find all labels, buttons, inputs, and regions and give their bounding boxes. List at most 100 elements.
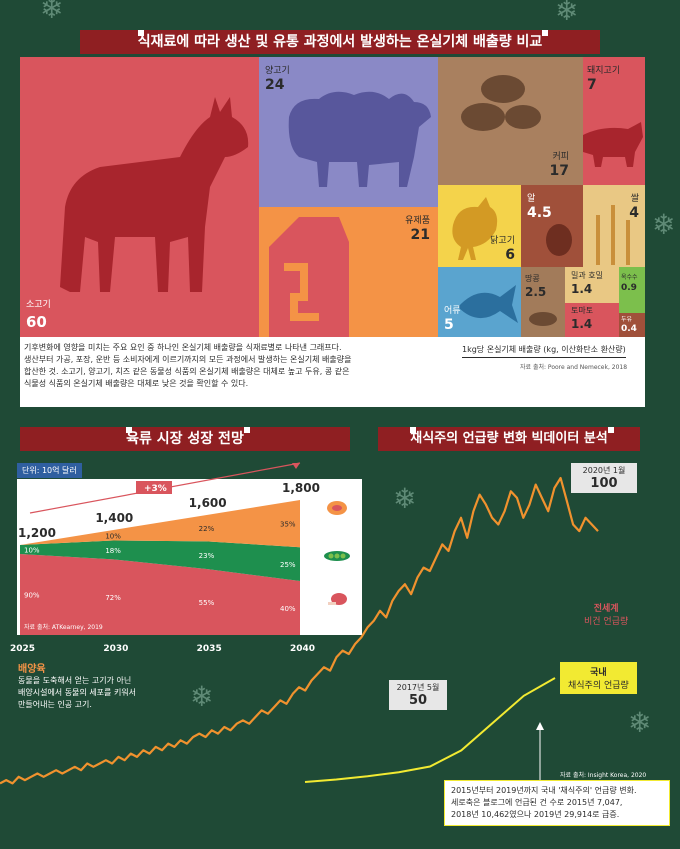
global-vegan-line — [0, 476, 599, 785]
unit-note: 1kg당 온실기체 배출량 (kg, 이산화탄소 환산량) — [462, 344, 626, 358]
dip-label: 2017년 5월 — [396, 683, 440, 692]
x-tick-label: 2025 — [10, 644, 35, 654]
tile-value-peanut: 2.5 — [525, 285, 547, 299]
dip-value: 50 — [408, 693, 428, 708]
tile-value-pork: 7 — [587, 77, 597, 93]
description-line: 합산한 것. 소고기, 양고기, 치즈 같은 동물성 식품의 온실기체 배출량은… — [24, 367, 350, 376]
description-line: 생산부터 가공, 포장, 운반 등 소비자에게 이르기까지의 모든 과정에서 발… — [24, 355, 352, 364]
area-plant — [20, 540, 300, 581]
tile-corn: 옥수수 0.9 — [619, 267, 645, 313]
legend-item-cultured: 배양육 — [312, 500, 362, 531]
tile-value-dairy: 21 — [410, 227, 430, 243]
tile-label-beef: 소고기 — [26, 300, 51, 310]
global-label: 전세계 비건 언급량 — [584, 601, 628, 627]
mentions-line-chart — [0, 476, 599, 785]
snowflake-icon: ❄ — [190, 680, 214, 713]
snowflake-icon: ❄ — [652, 208, 676, 241]
section2-title: 육류 시장 성장 전망 — [20, 427, 350, 451]
peak-label: 2020년 1월 — [582, 466, 626, 475]
peapod-icon — [324, 551, 350, 561]
snowflake-icon: ❄ — [40, 0, 64, 25]
peak-value: 100 — [590, 476, 618, 491]
cow-icon — [60, 97, 249, 292]
tile-lamb: 양고기 24 — [259, 57, 438, 207]
area-pct-label: 22% — [199, 525, 215, 533]
legend-item-plant: 식물성 고기 — [308, 548, 366, 578]
area-pct-label: 23% — [199, 552, 215, 560]
total-label: 1,800 — [282, 481, 320, 495]
tile-label-wheat: 밀과 호밀 — [571, 271, 603, 280]
legend-item-conventional: 기존 육류 — [312, 592, 362, 623]
growth-label: +3% — [144, 484, 167, 494]
domestic-label-line2: 채식주의 언급량 — [568, 681, 629, 691]
tile-pork: 돼지고기 7 — [583, 57, 645, 185]
snowflake-icon: ❄ — [393, 482, 417, 515]
domestic-pointer-head — [536, 722, 544, 730]
tile-fish: 어류 5 — [438, 267, 521, 337]
legend-label: 식물성 고기 — [317, 568, 357, 577]
growth-arrowhead — [292, 463, 300, 469]
tile-value-fish: 5 — [444, 317, 454, 333]
snowflake-icon: ❄ — [555, 0, 579, 27]
chicken-icon — [452, 197, 498, 260]
section1-description: 기후변화에 영향을 미치는 주요 요인 중 하나인 온실기체 배출량을 식재료별… — [24, 342, 384, 390]
area-pct-label: 10% — [105, 532, 121, 540]
cultured-meat-note: 배양육 동물을 도축해서 얻는 고기가 아닌 배양시설에서 동물의 세포를 키워… — [18, 660, 218, 711]
source-note: 자료 출처: Insight Korea, 2020 — [560, 772, 647, 779]
peak-callout: 2020년 1월 100 — [571, 463, 637, 493]
snowflake-icon: ❄ — [628, 706, 652, 739]
tile-label-soymilk: 두유 — [621, 316, 633, 323]
section1-title: 식재료에 따라 생산 및 유통 과정에서 발생하는 온실기체 배출량 비교 — [80, 30, 600, 54]
tile-label-rice: 쌀 — [630, 194, 639, 204]
area-pct-label: 40% — [280, 605, 296, 613]
source-note: 자료 출처: ATKearney, 2019 — [24, 624, 103, 631]
tile-label-egg: 알 — [527, 194, 536, 204]
area-pct-label: 10% — [24, 547, 40, 555]
tile-label-chicken: 닭고기 — [490, 236, 515, 246]
egg-icon — [546, 224, 572, 256]
coffee-bean-icon — [461, 75, 541, 131]
domestic-note-box: 2015년부터 2019년까지 국내 '채식주의' 언급량 변화. 세로축은 블… — [444, 780, 670, 826]
description-line: 식물성 식품의 온실기체 배출량은 대체로 낮은 것을 확인할 수 있다. — [24, 379, 249, 388]
tile-value-beef: 60 — [26, 313, 47, 331]
x-tick-label: 2030 — [103, 644, 128, 654]
pig-icon — [583, 122, 643, 167]
area-pct-label: 25% — [280, 561, 296, 569]
source-note: 자료 출처: Poore and Nemecek, 2018 — [520, 364, 628, 371]
total-label: 1,400 — [95, 511, 133, 525]
tile-wheat: 밀과 호밀 1.4 — [565, 267, 619, 303]
tile-value-rice: 4 — [629, 205, 639, 221]
market-area-chart: 90% 72% 55% 40% 10% 18% 23% 25% 10% 22% 35% 1,200 1,… — [10, 462, 362, 654]
tile-value-corn: 0.9 — [621, 283, 637, 293]
area-cultured — [20, 500, 300, 548]
fish-icon — [458, 285, 518, 323]
note-line: 2015년부터 2019년까지 국내 '채식주의' 언급량 변화. — [451, 786, 637, 795]
treemap-chart: 소고기 60 양고기 24 유제품 21 커피 17 돼지고기 7 — [20, 57, 645, 337]
x-tick-label: 2035 — [197, 644, 222, 654]
domestic-label-line1: 국내 — [590, 668, 607, 678]
steak-icon — [327, 501, 347, 515]
sheep-icon — [288, 91, 431, 187]
section3-title: 채식주의 언급량 변화 빅데이터 분석 — [378, 427, 640, 451]
tile-label-dairy: 유제품 — [405, 216, 430, 226]
area-pct-label: 72% — [105, 594, 121, 602]
tile-value-soymilk: 0.4 — [621, 324, 637, 334]
tile-value-wheat: 1.4 — [571, 282, 593, 296]
tile-value-coffee: 17 — [549, 163, 569, 179]
tile-label-tomato: 토마토 — [571, 306, 594, 315]
tile-coffee: 커피 17 — [438, 57, 583, 185]
note-line: 만들어내는 인공 고기. — [18, 700, 92, 709]
note-line: 2018년 10,462였으나 2019년 29,914로 급증. — [451, 810, 620, 819]
tile-rice: 쌀 4 — [583, 185, 645, 267]
area-pct-label: 90% — [24, 592, 40, 600]
tile-label-lamb: 양고기 — [265, 66, 290, 76]
tile-label-fish: 어류 — [444, 306, 461, 316]
note-line: 동물을 도축해서 얻는 고기가 아닌 — [18, 676, 132, 685]
domestic-vegetarian-line — [304, 677, 556, 783]
tile-value-lamb: 24 — [265, 77, 285, 93]
note-title: 배양육 — [18, 664, 46, 675]
tile-value-chicken: 6 — [505, 247, 515, 263]
tile-label-coffee: 커피 — [552, 152, 569, 162]
tile-dairy: 유제품 21 — [259, 207, 438, 337]
area-pct-label: 35% — [280, 521, 296, 529]
